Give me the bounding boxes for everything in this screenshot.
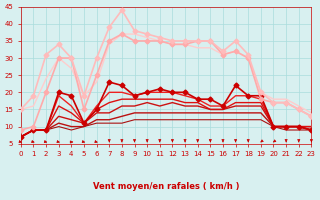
X-axis label: Vent moyen/en rafales ( km/h ): Vent moyen/en rafales ( km/h ) <box>93 182 239 191</box>
